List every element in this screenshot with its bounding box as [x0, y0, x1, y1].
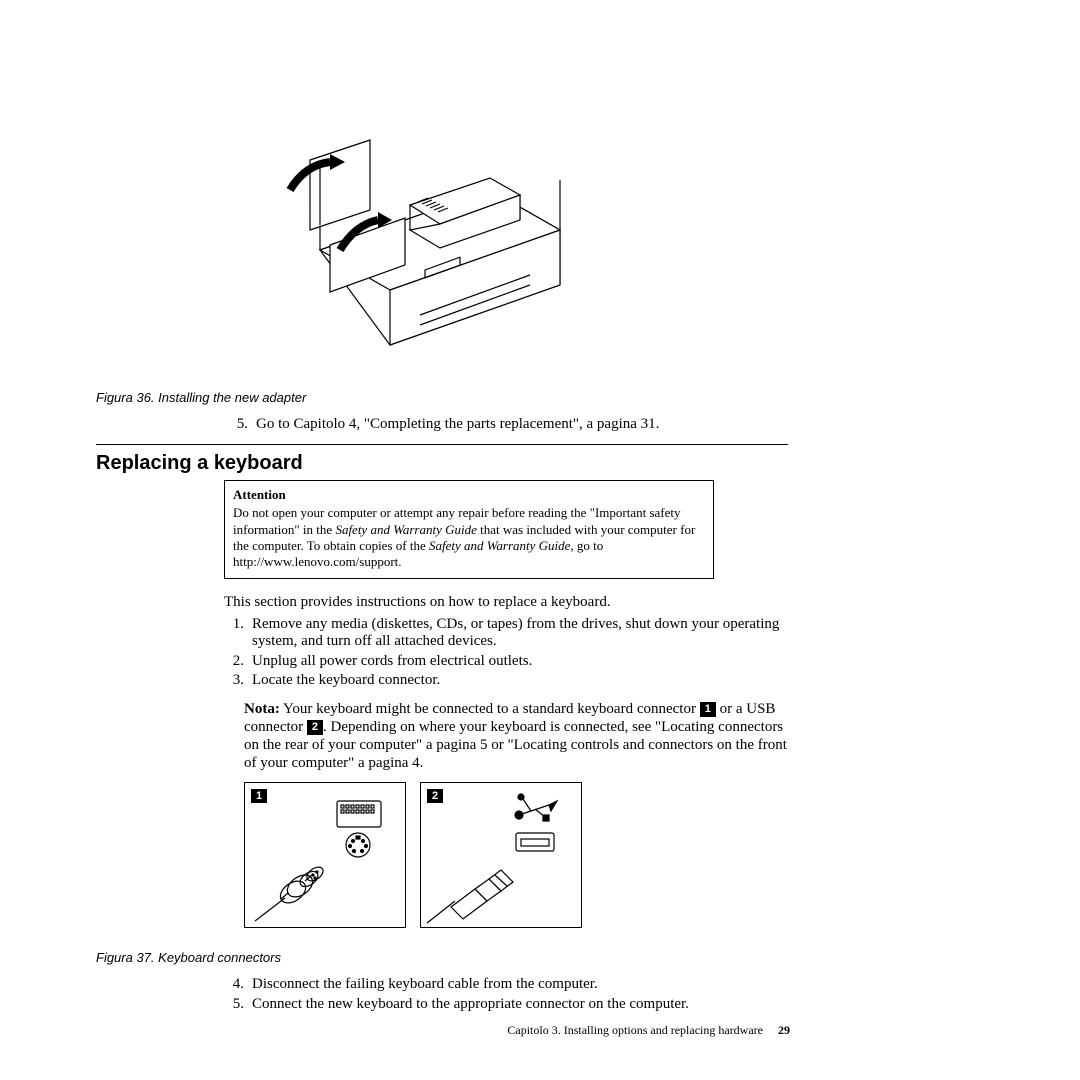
step-5-top: 5. Go to Capitolo 4, "Completing the part…	[224, 416, 659, 433]
figure36-caption: Figura 36. Installing the new adapter	[96, 390, 306, 405]
step-number: 3.	[224, 672, 244, 689]
callout-ref-2: 2	[307, 720, 323, 735]
step-text: Unplug all power cords from electrical o…	[252, 653, 532, 669]
step-2: 2. Unplug all power cords from electrical…	[224, 653, 784, 670]
step-number: 1.	[224, 616, 244, 633]
page-footer: Capitolo 3. Installing options and repla…	[430, 1023, 790, 1038]
step-number: 5.	[224, 416, 248, 433]
figure-adapter-illustration	[260, 130, 590, 370]
connector-ps2-panel: 1	[244, 782, 406, 928]
step-text: Disconnect the failing keyboard cable fr…	[252, 976, 598, 992]
page: Figura 36. Installing the new adapter 5.…	[0, 0, 1080, 1080]
nota-label: Nota:	[244, 701, 280, 717]
connector-usb-panel: 2	[420, 782, 582, 928]
note-block: Nota: Your keyboard might be connected t…	[244, 700, 792, 772]
section-divider	[96, 444, 788, 445]
attention-box: Attention Do not open your computer or a…	[224, 480, 714, 579]
step-text: Locate the keyboard connector.	[252, 672, 440, 688]
step-4: 4. Disconnect the failing keyboard cable …	[224, 976, 784, 993]
callout-label-1: 1	[251, 789, 267, 803]
section-intro: This section provides instructions on ho…	[224, 594, 784, 611]
step-text: Connect the new keyboard to the appropri…	[252, 996, 689, 1012]
callout-label-2: 2	[427, 789, 443, 803]
section-heading: Replacing a keyboard	[96, 452, 303, 475]
attention-body: Do not open your computer or attempt any…	[233, 505, 705, 570]
attention-title: Attention	[233, 487, 705, 503]
step-text: Go to Capitolo 4, "Completing the parts …	[256, 416, 659, 432]
footer-page-number: 29	[778, 1023, 790, 1037]
step-number: 5.	[224, 996, 244, 1013]
step-5: 5. Connect the new keyboard to the approp…	[224, 996, 784, 1013]
step-number: 4.	[224, 976, 244, 993]
step-text: Remove any media (diskettes, CDs, or tap…	[252, 616, 779, 649]
step-1: 1. Remove any media (diskettes, CDs, or t…	[224, 616, 784, 650]
step-number: 2.	[224, 653, 244, 670]
callout-ref-1: 1	[700, 702, 716, 717]
step-3: 3. Locate the keyboard connector.	[224, 672, 784, 689]
figure37-caption: Figura 37. Keyboard connectors	[96, 950, 281, 965]
figure37-illustration: 1	[244, 782, 592, 928]
footer-chapter: Capitolo 3. Installing options and repla…	[507, 1023, 763, 1037]
